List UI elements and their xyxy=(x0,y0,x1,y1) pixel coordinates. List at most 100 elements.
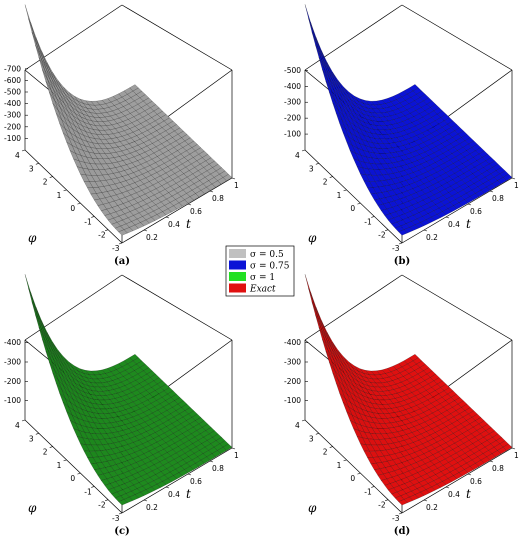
box-edge xyxy=(121,447,233,514)
phi-tick-label: -2 xyxy=(98,501,106,510)
box-edge xyxy=(121,274,233,341)
box-edge xyxy=(24,274,123,341)
phi-tick-label: 4 xyxy=(295,421,300,430)
surface-cell xyxy=(31,31,42,59)
box-edge xyxy=(121,177,233,244)
phi-tick-label: 3 xyxy=(309,434,314,443)
surface-cell xyxy=(118,229,128,236)
phi-tick xyxy=(49,176,53,178)
t-tick xyxy=(165,216,170,219)
t-tick xyxy=(445,216,450,219)
t-tick xyxy=(143,229,148,232)
legend-entry: Exact xyxy=(249,285,276,295)
legend-entry: σ = 1 xyxy=(250,273,275,283)
phi-tick xyxy=(91,216,95,218)
phi-tick-label: -1 xyxy=(84,217,92,226)
surface-panel-a: -100-200-300-400-500-600-700-3-2-1012340… xyxy=(4,4,239,267)
z-tick-label: -200 xyxy=(284,377,301,386)
surface-mesh xyxy=(24,274,233,506)
t-tick xyxy=(423,229,428,232)
box-edge xyxy=(24,149,123,244)
z-tick-label: -400 xyxy=(284,338,301,347)
t-tick xyxy=(467,203,472,206)
t-axis-label: t xyxy=(466,217,471,231)
box-edge xyxy=(121,4,233,71)
phi-tick xyxy=(329,446,333,448)
phi-tick xyxy=(343,189,347,192)
t-tick-label: 0.2 xyxy=(426,233,438,242)
phi-tick xyxy=(63,459,67,462)
t-tick xyxy=(209,190,214,193)
z-tick-label: -600 xyxy=(4,76,21,85)
phi-tick xyxy=(371,216,375,218)
legend-swatch xyxy=(229,249,246,258)
surface-cell xyxy=(28,18,38,47)
phi-tick-label: -3 xyxy=(392,244,400,253)
phi-tick xyxy=(118,512,123,515)
t-axis-label: t xyxy=(186,487,191,501)
phi-tick xyxy=(301,149,306,152)
panel-label: (c) xyxy=(114,526,130,537)
t-tick xyxy=(187,473,192,476)
t-tick-label: 0.4 xyxy=(168,220,180,229)
legend-swatch xyxy=(229,272,246,281)
z-tick-label: -200 xyxy=(284,114,301,123)
surface-cell xyxy=(398,229,408,236)
t-axis-label: t xyxy=(186,217,191,231)
t-tick-label: 0.4 xyxy=(448,490,460,499)
phi-tick-label: -1 xyxy=(364,217,372,226)
phi-tick-label: 3 xyxy=(309,164,314,173)
box-edge xyxy=(304,274,403,341)
t-tick-label: 0.8 xyxy=(492,194,504,203)
t-tick-label: 0.8 xyxy=(492,464,504,473)
t-tick xyxy=(209,460,214,463)
phi-tick-label: 2 xyxy=(323,178,328,187)
phi-tick-label: 1 xyxy=(337,191,342,200)
t-tick xyxy=(511,177,516,180)
z-tick-label: -100 xyxy=(4,134,21,143)
phi-tick-label: 1 xyxy=(57,191,62,200)
surface-mesh xyxy=(304,274,513,506)
surface-cell xyxy=(24,4,35,35)
panel-label: (a) xyxy=(114,256,130,267)
z-tick-label: -200 xyxy=(4,377,21,386)
phi-tick xyxy=(105,499,109,501)
z-tick-label: -700 xyxy=(4,64,21,73)
box-edge xyxy=(304,4,403,71)
phi-tick-label: -2 xyxy=(378,501,386,510)
phi-tick xyxy=(357,472,361,475)
z-tick-label: -300 xyxy=(4,358,21,367)
surface-mesh xyxy=(24,4,233,236)
t-tick-label: 1 xyxy=(514,451,519,460)
phi-tick xyxy=(315,433,319,435)
box-edge xyxy=(401,177,513,244)
phi-tick-label: 0 xyxy=(350,204,355,213)
phi-tick-label: 4 xyxy=(15,421,20,430)
phi-tick xyxy=(49,446,53,448)
phi-tick-label: 2 xyxy=(323,448,328,457)
phi-tick-label: -2 xyxy=(98,231,106,240)
phi-axis-label: φ xyxy=(28,231,37,245)
legend-swatch xyxy=(229,260,246,270)
surface-panel-d: -100-200-300-400-3-2-1012340.20.40.60.81… xyxy=(284,274,519,537)
t-tick-label: 0.6 xyxy=(470,477,482,486)
t-tick xyxy=(511,447,516,450)
t-tick-label: 0.4 xyxy=(448,220,460,229)
z-tick-label: -100 xyxy=(284,396,301,405)
phi-tick-label: 0 xyxy=(70,204,75,213)
phi-tick xyxy=(35,163,39,165)
z-tick-label: -300 xyxy=(4,111,21,120)
phi-tick-label: 0 xyxy=(350,474,355,483)
phi-tick-label: -3 xyxy=(392,514,400,523)
surface-panel-c: -100-200-300-400-3-2-1012340.20.40.60.81… xyxy=(4,274,239,537)
box-edge xyxy=(401,274,513,341)
surface-cell xyxy=(31,301,42,328)
surface-cell xyxy=(310,291,320,319)
phi-tick xyxy=(385,499,389,501)
surface-cell xyxy=(118,499,128,506)
z-tick-label: -300 xyxy=(284,98,301,107)
phi-tick xyxy=(35,433,39,435)
surface-mesh xyxy=(304,4,513,236)
t-tick-label: 0.4 xyxy=(168,490,180,499)
